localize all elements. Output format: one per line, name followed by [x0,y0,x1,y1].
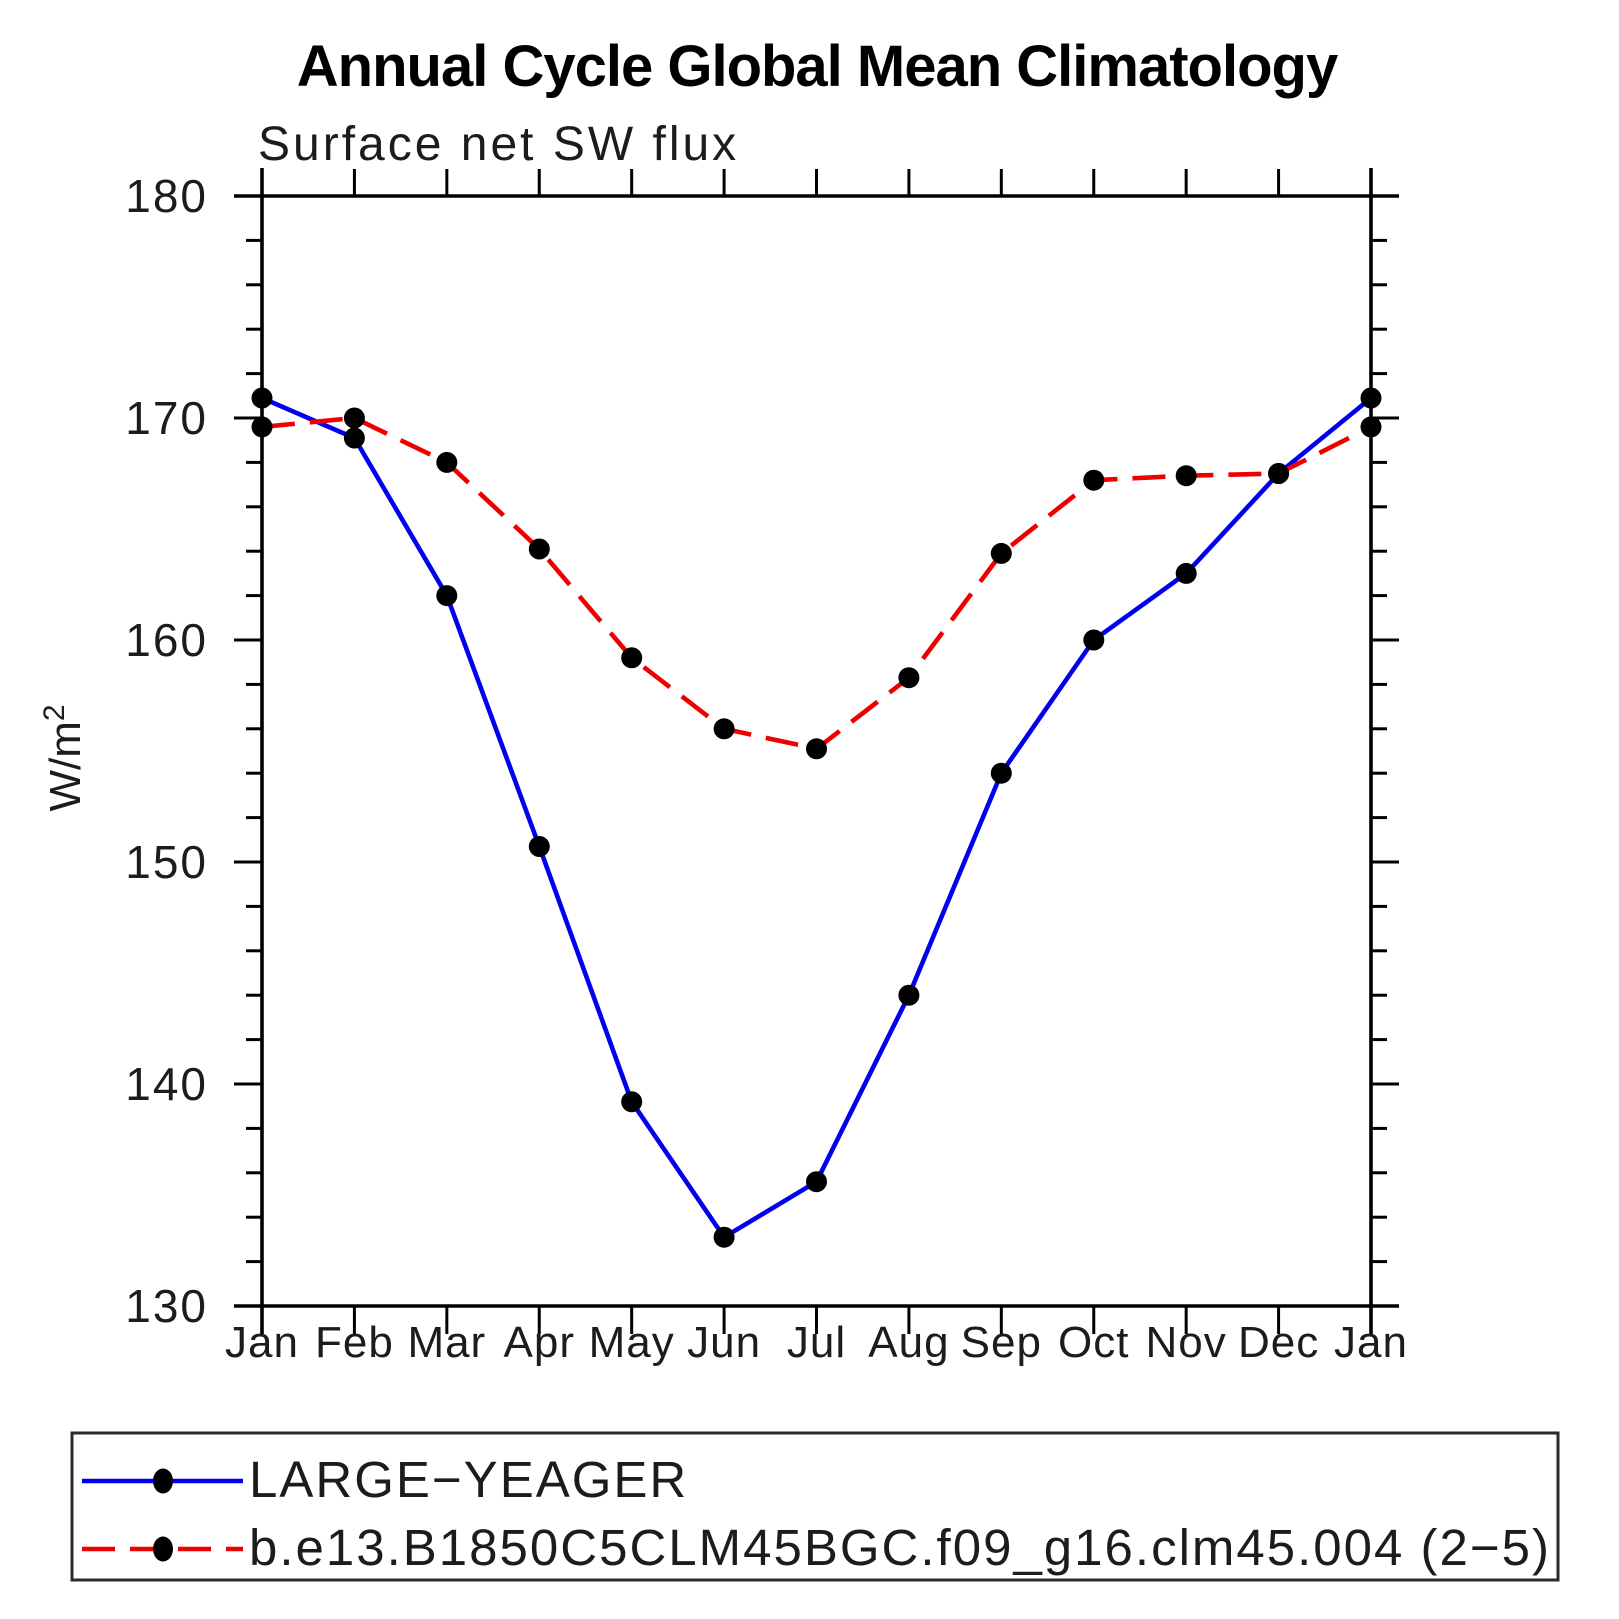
data-point-marker [251,387,273,409]
y-tick-label: 180 [125,170,208,222]
data-point-marker [806,1171,827,1193]
data-point-marker [621,1091,643,1113]
x-tick-label: Jun [687,1318,761,1367]
legend-box [70,1431,1560,1582]
x-tick-label: Feb [315,1318,394,1367]
data-point-marker [1360,387,1382,409]
y-tick-labels: 130 140 150 160 170 180 [125,170,208,1332]
data-point-marker [990,542,1012,564]
series-line-0 [261,395,1373,1240]
y-axis-unit-label: W/m2 [38,704,90,811]
data-point-marker [898,667,920,689]
data-point-marker [1268,463,1290,484]
chart-title: Annual Cycle Global Mean Climatology [297,34,1338,99]
data-point-marker [436,585,458,607]
data-markers [251,387,1382,1248]
legend-label-model-run: b.e13.B1850C5CLM45BGC.f09_g16.clm45.004 … [249,1519,1551,1576]
data-point-marker [806,738,827,760]
legend-marker-dot [153,1468,173,1494]
legend-marker-dot [153,1536,173,1562]
y-tick-label: 170 [125,392,208,444]
x-tick-label: Sep [961,1318,1042,1367]
legend: LARGE−YEAGER b.e13.B1850C5CLM45BGC.f09_g… [70,1431,1560,1582]
x-tick-label: Apr [504,1318,575,1367]
y-tick-label: 130 [125,1280,208,1332]
legend-label-large-yeager: LARGE−YEAGER [249,1451,688,1508]
series-line-1 [261,415,1373,752]
chart-subtitle: Surface net SW flux [258,118,739,171]
axes [234,168,1399,1334]
x-tick-label: May [589,1318,675,1367]
data-point-marker [990,762,1012,784]
data-point-marker [713,1226,735,1248]
data-point-marker [898,984,920,1006]
data-point-marker [1083,629,1105,651]
x-tick-label: Nov [1146,1318,1227,1367]
x-tick-label: Jan [1334,1318,1408,1367]
y-axis-unit-base: W/m [41,721,90,811]
data-point-marker [343,407,365,429]
data-point-marker [1175,562,1197,584]
legend-entry-large-yeager: LARGE−YEAGER [82,1451,688,1508]
data-point-marker [713,718,735,740]
x-tick-label: Dec [1238,1318,1319,1367]
data-series [261,395,1373,1240]
legend-entry-model-run: b.e13.B1850C5CLM45BGC.f09_g16.clm45.004 … [82,1519,1551,1576]
x-tick-label: Aug [868,1318,949,1367]
data-point-marker [528,538,550,560]
y-tick-label: 150 [125,836,208,888]
x-tick-label: Jul [787,1318,846,1367]
data-point-marker [1083,469,1105,491]
data-point-marker [1175,465,1197,487]
data-point-marker [251,416,273,438]
data-point-marker [1360,416,1382,438]
x-tick-label: Jan [225,1318,299,1367]
data-point-marker [436,451,458,473]
data-point-marker [343,427,365,449]
data-point-marker [621,647,643,669]
data-point-marker [528,836,550,857]
x-tick-label: Oct [1058,1318,1129,1367]
y-tick-label: 140 [125,1058,208,1110]
x-tick-label: Mar [407,1318,486,1367]
y-axis-unit-exponent: 2 [38,704,71,721]
x-tick-labels: Jan Feb Mar Apr May Jun Jul Aug Sep Oct Nov Dec Jan [225,1318,1408,1367]
y-tick-label: 160 [125,614,208,666]
